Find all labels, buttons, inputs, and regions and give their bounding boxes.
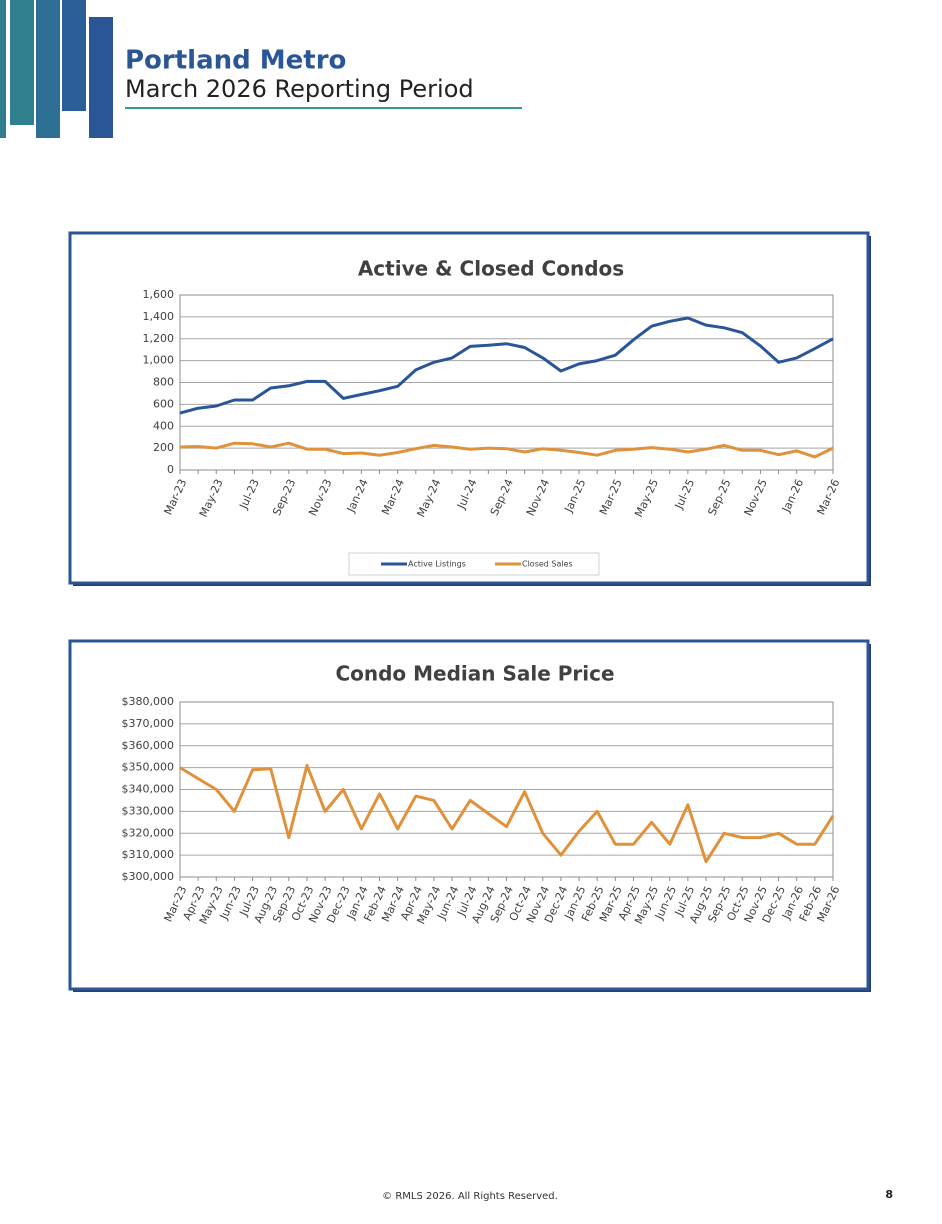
chart-frame <box>68 639 870 991</box>
legend-box <box>348 552 600 576</box>
y-tick-label: 1,200 <box>143 332 175 345</box>
y-tick-label: 800 <box>153 376 174 389</box>
footer-copyright: © RMLS 2026. All Rights Reserved. <box>382 1191 558 1202</box>
chart-title: Active & Closed Condos <box>358 257 624 281</box>
y-tick-label: $300,000 <box>122 870 175 883</box>
y-tick-label: $350,000 <box>122 761 175 774</box>
data-line <box>179 316 834 415</box>
y-tick-label: 200 <box>153 441 174 454</box>
header-subtitle: March 2026 Reporting Period <box>125 75 474 103</box>
y-tick-label: $320,000 <box>122 826 175 839</box>
y-tick-label: $340,000 <box>122 783 175 796</box>
y-tick-label: $380,000 <box>122 695 175 708</box>
data-line <box>179 441 834 459</box>
y-tick-label: $330,000 <box>122 804 175 817</box>
chart-title: Condo Median Sale Price <box>335 662 614 686</box>
y-tick-label: $370,000 <box>122 717 175 730</box>
page-number: 8 <box>885 1188 893 1201</box>
chart-frame <box>68 231 870 585</box>
y-tick-label: 1,000 <box>143 354 175 367</box>
header-title: Portland Metro <box>125 46 346 76</box>
y-tick-label: $360,000 <box>122 739 175 752</box>
y-tick-label: 1,600 <box>143 288 175 301</box>
y-tick-label: $310,000 <box>122 848 175 861</box>
y-tick-label: 600 <box>153 397 174 410</box>
y-tick-label: 0 <box>167 463 174 476</box>
y-tick-label: 1,400 <box>143 310 175 323</box>
header-decoration <box>0 0 113 138</box>
data-line <box>179 763 835 864</box>
y-tick-label: 400 <box>153 419 174 432</box>
legend-label: Active Listings <box>408 560 466 569</box>
legend-label: Closed Sales <box>522 560 573 569</box>
